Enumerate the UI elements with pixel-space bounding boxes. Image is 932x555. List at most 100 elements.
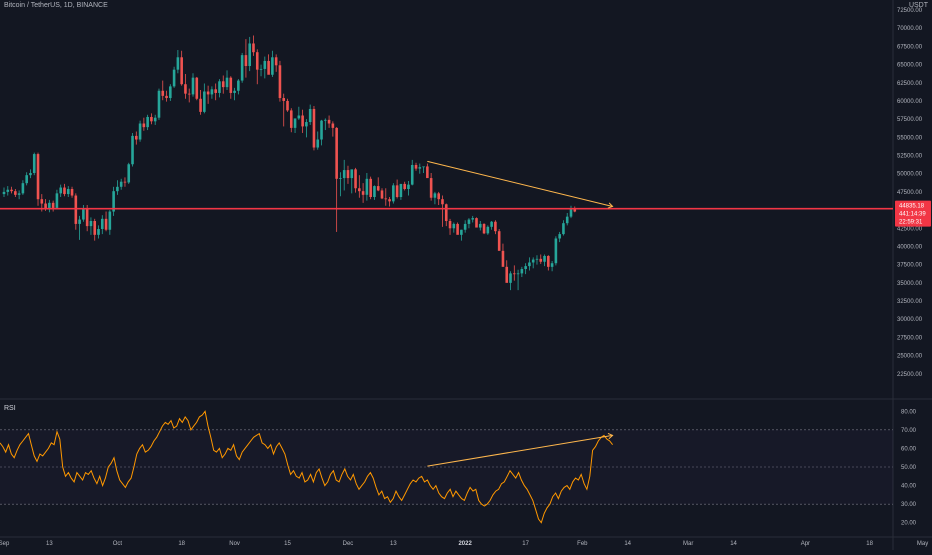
- candle-body: [2, 191, 6, 195]
- candle-body: [116, 186, 119, 192]
- candle-body: [97, 229, 100, 235]
- candle-body: [138, 123, 142, 140]
- candle-body: [25, 175, 28, 184]
- candle-body: [441, 199, 444, 205]
- candle-body: [410, 164, 414, 185]
- time-tick-label: 13: [390, 541, 397, 547]
- candle-body: [66, 188, 70, 195]
- candle-body: [214, 89, 217, 93]
- candle-body: [244, 55, 248, 67]
- rsi-tick-label: 80.00: [901, 409, 917, 415]
- candle-body: [554, 238, 558, 264]
- candle-body: [354, 169, 357, 189]
- candle-body: [32, 154, 36, 173]
- candle-body: [301, 115, 304, 127]
- time-tick-label: Dec: [343, 541, 354, 547]
- candle-body: [10, 189, 13, 192]
- candle-body: [350, 169, 354, 179]
- candle-body: [199, 98, 202, 112]
- candle-body: [161, 90, 165, 96]
- candle-body: [501, 250, 505, 267]
- price-tick-label: 62500.00: [897, 81, 923, 87]
- candle-body: [297, 115, 301, 119]
- candle-body: [373, 186, 376, 197]
- candle-body: [327, 119, 331, 124]
- badge-countdown: 22:59:31: [899, 220, 923, 226]
- candle-body: [399, 183, 403, 197]
- candle-body: [153, 117, 157, 122]
- candle-body: [346, 170, 350, 179]
- candle-body: [486, 226, 490, 234]
- rsi-tick-label: 70.00: [901, 428, 917, 434]
- price-trendline: [427, 160, 613, 207]
- candle-body: [342, 170, 346, 179]
- candle-body: [218, 81, 221, 93]
- candle-body: [437, 193, 440, 200]
- candle-body: [395, 185, 399, 197]
- candle-body: [150, 116, 153, 122]
- candle-body: [55, 193, 59, 208]
- candle-body: [456, 223, 459, 235]
- candle-body: [463, 223, 467, 230]
- candle-body: [195, 77, 199, 99]
- candle-body: [289, 110, 293, 128]
- candle-body: [448, 221, 452, 229]
- candle-body: [44, 203, 47, 209]
- candle-body: [108, 211, 112, 230]
- candle-body: [535, 258, 539, 260]
- rsi-tick-label: 20.00: [901, 521, 917, 527]
- candle-body: [335, 127, 338, 179]
- price-tick-label: 57500.00: [897, 117, 923, 123]
- price-tick-label: 60000.00: [897, 99, 923, 105]
- candle-body: [513, 273, 516, 275]
- candle-body: [543, 255, 546, 262]
- rsi-line: [0, 410, 613, 524]
- time-tick-label: 14: [730, 541, 737, 547]
- candle-body: [558, 234, 561, 239]
- candle-body: [82, 209, 85, 220]
- candle-body: [233, 90, 236, 93]
- candle-body: [70, 188, 74, 196]
- candle-body: [320, 120, 323, 140]
- price-tick-label: 72500.00: [897, 8, 923, 14]
- candle-body: [494, 221, 497, 232]
- candle-body: [429, 178, 433, 198]
- candle-body: [184, 84, 187, 94]
- candle-body: [569, 209, 573, 217]
- candle-body: [180, 57, 183, 85]
- price-tick-label: 52500.00: [897, 154, 923, 160]
- time-tick-label: Mar: [683, 541, 693, 547]
- candle-body: [524, 266, 527, 270]
- candle-body: [63, 187, 66, 195]
- price-trendline-arrowhead: [607, 202, 614, 209]
- candle-body: [305, 122, 308, 127]
- time-tick-label: May: [917, 541, 928, 547]
- candle-body: [78, 219, 81, 224]
- candle-body: [550, 263, 554, 267]
- candle-body: [127, 164, 131, 183]
- price-badge: 44835.18 441:14:39 22:59:31: [895, 200, 931, 227]
- candle-body: [210, 89, 214, 95]
- price-tick-label: 32500.00: [897, 299, 923, 305]
- candle-body: [418, 167, 422, 169]
- rsi-band: [0, 429, 893, 505]
- candle-body: [444, 204, 448, 222]
- rsi-tick-label: 40.00: [901, 484, 917, 490]
- candle-body: [531, 259, 535, 263]
- candle-body: [358, 188, 361, 192]
- price-tick-label: 37500.00: [897, 263, 923, 269]
- candle-body: [165, 95, 168, 99]
- candle-body: [452, 223, 456, 229]
- candle-body: [131, 135, 134, 165]
- rsi-trendline: [427, 434, 613, 467]
- candle-body: [203, 91, 206, 112]
- candle-body: [528, 262, 531, 267]
- candle-body: [565, 216, 569, 224]
- price-tick-label: 25000.00: [897, 354, 923, 360]
- candle-body: [426, 166, 429, 179]
- candle-body: [36, 154, 40, 200]
- price-tick-label: 65000.00: [897, 63, 923, 69]
- candle-body: [490, 221, 493, 227]
